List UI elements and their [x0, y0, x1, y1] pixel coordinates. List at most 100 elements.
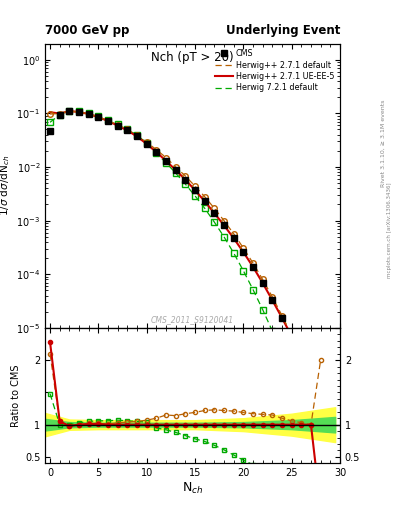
Text: Underlying Event: Underlying Event: [226, 24, 340, 37]
Herwig++ 2.7.1 default: [270, 294, 275, 300]
Herwig++ 2.7.1 default: [212, 205, 217, 211]
Herwig++ 2.7.1 default: [173, 164, 178, 170]
CMS: [231, 235, 236, 241]
CMS: [299, 354, 304, 360]
Herwig 7.2.1 default: [299, 400, 304, 406]
Herwig 7.2.1 default: [251, 286, 255, 292]
Herwig++ 2.7.1 default: [183, 173, 188, 179]
Herwig++ 2.7.1 default: [222, 218, 226, 224]
X-axis label: N$_{ch}$: N$_{ch}$: [182, 481, 203, 496]
Herwig 7.2.1 default: [173, 170, 178, 176]
Herwig++ 2.7.1 UE-EE-5: [86, 111, 91, 117]
Herwig++ 2.7.1 default: [231, 230, 236, 237]
Herwig++ 2.7.1 UE-EE-5: [135, 134, 140, 140]
Herwig++ 2.7.1 UE-EE-5: [212, 210, 217, 216]
Herwig 7.2.1 default: [270, 328, 275, 334]
Herwig 7.2.1 default: [241, 268, 246, 274]
CMS: [222, 222, 226, 228]
Herwig++ 2.7.1 default: [144, 139, 149, 145]
Herwig 7.2.1 default: [318, 462, 323, 468]
Herwig 7.2.1 default: [289, 374, 294, 380]
Herwig 7.2.1 default: [48, 119, 52, 125]
CMS: [125, 127, 130, 134]
CMS: [212, 210, 217, 216]
CMS: [260, 280, 265, 286]
Herwig++ 2.7.1 default: [67, 108, 72, 114]
Line: CMS: CMS: [47, 108, 324, 436]
Herwig++ 2.7.1 default: [193, 183, 197, 189]
CMS: [115, 122, 120, 129]
CMS: [77, 109, 81, 115]
Herwig 7.2.1 default: [279, 351, 284, 357]
Herwig 7.2.1 default: [231, 250, 236, 256]
Herwig++ 2.7.1 UE-EE-5: [260, 280, 265, 286]
Herwig++ 2.7.1 UE-EE-5: [222, 222, 226, 228]
Herwig++ 2.7.1 default: [241, 245, 246, 251]
CMS: [48, 129, 52, 135]
Herwig++ 2.7.1 UE-EE-5: [318, 476, 323, 482]
Herwig++ 2.7.1 default: [106, 118, 110, 124]
Herwig++ 2.7.1 default: [77, 109, 81, 115]
CMS: [154, 149, 159, 155]
Herwig 7.2.1 default: [67, 108, 72, 114]
Herwig 7.2.1 default: [77, 108, 81, 114]
Herwig++ 2.7.1 UE-EE-5: [144, 141, 149, 147]
Y-axis label: 1/$\sigma$ d$\sigma$/dN$_{ch}$: 1/$\sigma$ d$\sigma$/dN$_{ch}$: [0, 155, 12, 216]
Herwig 7.2.1 default: [212, 219, 217, 225]
Herwig 7.2.1 default: [154, 150, 159, 156]
Herwig++ 2.7.1 UE-EE-5: [183, 177, 188, 183]
Herwig++ 2.7.1 UE-EE-5: [77, 109, 81, 115]
Herwig++ 2.7.1 default: [289, 332, 294, 338]
Herwig++ 2.7.1 UE-EE-5: [115, 122, 120, 129]
Herwig 7.2.1 default: [96, 113, 101, 119]
Herwig++ 2.7.1 UE-EE-5: [314, 327, 318, 333]
CMS: [163, 158, 168, 164]
Herwig++ 2.7.1 default: [115, 122, 120, 128]
Herwig++ 2.7.1 UE-EE-5: [270, 297, 275, 303]
CMS: [135, 134, 140, 140]
CMS: [279, 315, 284, 321]
Herwig++ 2.7.1 default: [279, 312, 284, 318]
CMS: [86, 111, 91, 117]
Herwig++ 2.7.1 UE-EE-5: [96, 114, 101, 120]
Herwig++ 2.7.1 default: [260, 276, 265, 283]
Text: Rivet 3.1.10, ≥ 3.1M events: Rivet 3.1.10, ≥ 3.1M events: [381, 100, 386, 187]
Herwig 7.2.1 default: [125, 126, 130, 132]
CMS: [270, 297, 275, 303]
CMS: [202, 198, 207, 204]
Herwig 7.2.1 default: [115, 121, 120, 127]
Text: Nch (pT > 20): Nch (pT > 20): [151, 51, 234, 63]
Herwig++ 2.7.1 UE-EE-5: [241, 249, 246, 255]
Line: Herwig 7.2.1 default: Herwig 7.2.1 default: [50, 111, 321, 465]
Line: Herwig++ 2.7.1 UE-EE-5: Herwig++ 2.7.1 UE-EE-5: [50, 111, 321, 479]
Text: 7000 GeV pp: 7000 GeV pp: [45, 24, 130, 37]
Herwig++ 2.7.1 default: [48, 111, 52, 117]
Herwig++ 2.7.1 default: [154, 146, 159, 153]
Herwig 7.2.1 default: [144, 140, 149, 146]
Herwig 7.2.1 default: [163, 160, 168, 166]
Herwig 7.2.1 default: [260, 307, 265, 313]
Herwig++ 2.7.1 UE-EE-5: [125, 127, 130, 134]
CMS: [193, 187, 197, 193]
CMS: [183, 177, 188, 183]
CMS: [96, 114, 101, 120]
Herwig++ 2.7.1 default: [135, 132, 140, 138]
Herwig++ 2.7.1 default: [309, 376, 313, 382]
Herwig++ 2.7.1 UE-EE-5: [202, 198, 207, 204]
Herwig++ 2.7.1 UE-EE-5: [154, 149, 159, 155]
Herwig 7.2.1 default: [202, 205, 207, 211]
Line: Herwig++ 2.7.1 default: Herwig++ 2.7.1 default: [50, 111, 321, 417]
CMS: [67, 108, 72, 114]
Herwig++ 2.7.1 default: [163, 155, 168, 161]
Herwig++ 2.7.1 default: [86, 111, 91, 117]
Herwig 7.2.1 default: [193, 193, 197, 199]
Herwig 7.2.1 default: [135, 132, 140, 138]
CMS: [106, 118, 110, 124]
CMS: [318, 430, 323, 436]
Herwig++ 2.7.1 default: [202, 194, 207, 200]
Herwig++ 2.7.1 UE-EE-5: [279, 315, 284, 321]
Herwig++ 2.7.1 default: [299, 353, 304, 359]
Herwig 7.2.1 default: [309, 428, 313, 434]
Herwig++ 2.7.1 default: [125, 126, 130, 133]
CMS: [241, 249, 246, 255]
